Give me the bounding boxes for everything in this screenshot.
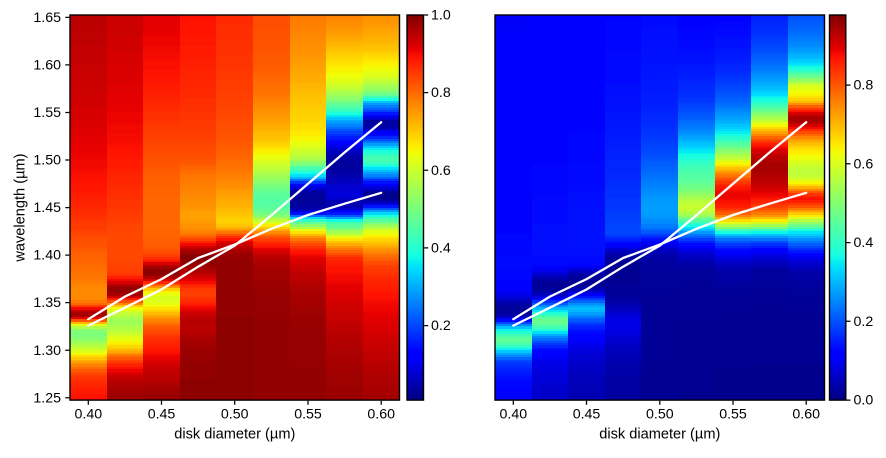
svg-text:0.40: 0.40 (74, 407, 102, 423)
svg-text:0.45: 0.45 (573, 407, 601, 423)
svg-text:0.55: 0.55 (719, 407, 747, 423)
svg-text:0.50: 0.50 (221, 407, 249, 423)
svg-text:0.60: 0.60 (792, 407, 820, 423)
svg-text:wavelength (µm): wavelength (µm) (13, 154, 29, 263)
svg-text:0.60: 0.60 (367, 407, 395, 423)
svg-text:0.2: 0.2 (854, 314, 874, 330)
svg-text:disk diameter (µm): disk diameter (µm) (599, 427, 720, 443)
svg-text:0.0: 0.0 (854, 393, 874, 409)
svg-text:0.45: 0.45 (148, 407, 176, 423)
svg-text:1.55: 1.55 (33, 105, 61, 121)
svg-text:0.8: 0.8 (854, 78, 874, 94)
svg-text:0.6: 0.6 (431, 163, 451, 179)
svg-text:1.65: 1.65 (33, 10, 61, 26)
svg-text:0.6: 0.6 (854, 156, 874, 172)
svg-text:0.50: 0.50 (646, 407, 674, 423)
svg-text:0.2: 0.2 (431, 318, 451, 334)
svg-text:0.4: 0.4 (431, 241, 451, 257)
svg-text:1.50: 1.50 (33, 153, 61, 169)
svg-text:0.40: 0.40 (499, 407, 527, 423)
svg-text:disk diameter (µm): disk diameter (µm) (174, 427, 295, 443)
svg-text:1.40: 1.40 (33, 248, 61, 264)
svg-text:1.35: 1.35 (33, 295, 61, 311)
svg-text:0.8: 0.8 (431, 85, 451, 101)
svg-text:1.45: 1.45 (33, 200, 61, 216)
svg-text:0.4: 0.4 (854, 235, 874, 251)
svg-text:0.55: 0.55 (294, 407, 322, 423)
svg-text:1.60: 1.60 (33, 58, 61, 74)
svg-text:1.0: 1.0 (431, 8, 451, 24)
svg-text:1.30: 1.30 (33, 343, 61, 359)
svg-text:1.25: 1.25 (33, 390, 61, 406)
